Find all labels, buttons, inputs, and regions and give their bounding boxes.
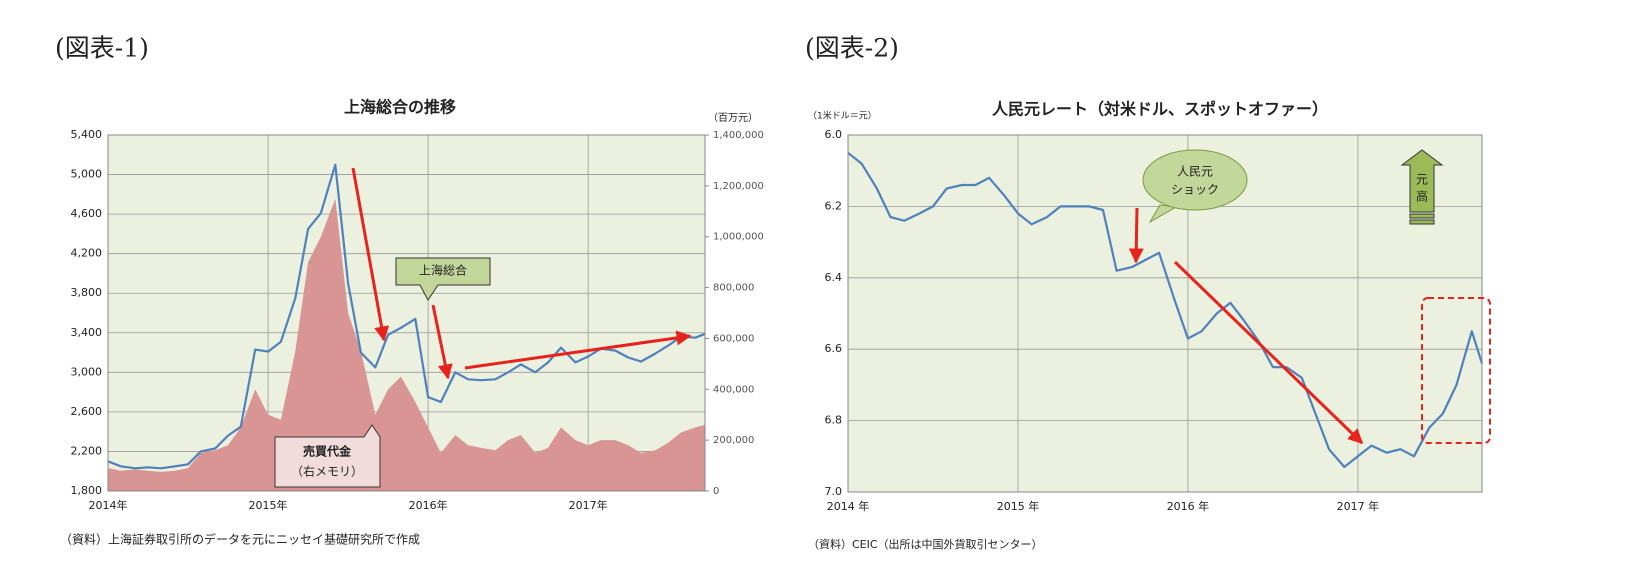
y-tick-label: 1,800 (71, 484, 103, 497)
figure-label: (図表-2) (805, 34, 899, 63)
callout-text: 高 (1416, 189, 1428, 204)
arrow (351, 167, 389, 342)
callout-text: （右メモリ） (291, 464, 363, 479)
y2-tick-label: 0 (713, 486, 719, 497)
y-tick-label: 2,200 (71, 444, 103, 457)
x-tick-label: 2014年 (89, 498, 128, 512)
annotations: 上海総合 売買代金 （右メモリ） 人民元 ショック 元 高 (274, 149, 1491, 488)
y-tick-label: 4,600 (71, 207, 103, 220)
highlight-box (1421, 297, 1491, 444)
area (108, 198, 705, 491)
callout-text: ショック (1171, 183, 1219, 197)
y2-tick-label: 1,400,000 (713, 130, 764, 141)
source-note: （資料）CEIC（出所は中国外貨取引センター） (808, 537, 1043, 551)
line (107, 163, 706, 470)
arrow-bar (1409, 213, 1435, 219)
callout-text: 人民元 (1177, 165, 1213, 179)
x-tick-label: 2015年 (249, 498, 288, 512)
y-axis-label: （1米ドル＝元） (808, 110, 877, 122)
y-tick-label: 5,400 (71, 128, 103, 141)
y-tick-label: 6.6 (825, 342, 843, 355)
y2-tick-label: 1,200,000 (713, 181, 764, 192)
y2-tick-label: 400,000 (713, 384, 754, 395)
y-tick-label: 6.2 (825, 199, 843, 212)
plot-border (107, 134, 706, 492)
y2-tick-label: 1,000,000 (713, 232, 764, 243)
x-tick-label: 2016 年 (1167, 499, 1210, 513)
y2-tick-label: 600,000 (713, 333, 754, 344)
plots: 1,800 2,200 2,600 3,000 3,400 3,800 4,200 4,600… (71, 128, 1484, 513)
x-tick-label: 2015 年 (997, 499, 1040, 513)
y-tick-label: 4,200 (71, 247, 103, 260)
x-tick-label: 2014 年 (827, 499, 870, 513)
y-tick-label: 3,400 (71, 326, 103, 339)
y-tick-label: 6.0 (825, 128, 843, 141)
x-tick-label: 2017年 (569, 498, 608, 512)
arrow (464, 330, 692, 370)
y-tick-label: 2,600 (71, 405, 103, 418)
arrow (1173, 260, 1364, 445)
up-arrow (1400, 149, 1444, 213)
y-tick-label: 3,800 (71, 286, 103, 299)
line (847, 151, 1484, 469)
arrow (431, 304, 453, 380)
y2-axis-label: （百万元） (708, 112, 758, 124)
y-tick-label: 3,000 (71, 365, 103, 378)
callout (1142, 149, 1248, 211)
plot-border (847, 134, 1483, 493)
chart-title: 人民元レート（対米ドル、スポットオファー） (992, 100, 1328, 119)
source-note: （資料）上海証券取引所のデータを元にニッセイ基礎研究所で作成 (60, 532, 420, 547)
y2-tick-label: 200,000 (713, 435, 754, 446)
y-tick-label: 6.8 (825, 414, 843, 427)
arrow-bar (1409, 219, 1435, 225)
x-tick-label: 2016年 (409, 498, 448, 512)
callout-text: 元 (1416, 173, 1428, 187)
figure-label: (図表-1) (55, 34, 149, 63)
y2-tick-label: 800,000 (713, 283, 754, 294)
chart-title: 上海総合の推移 (344, 98, 456, 117)
arrow (1128, 207, 1144, 264)
y-tick-label: 7.0 (825, 485, 843, 498)
callout (274, 424, 381, 488)
y-tick-label: 6.4 (825, 271, 843, 284)
callout-text: 上海総合 (419, 263, 467, 278)
y-tick-label: 5,000 (71, 168, 103, 181)
callout-text: 売買代金 (303, 444, 352, 459)
x-tick-label: 2017 年 (1337, 499, 1380, 513)
callout (395, 257, 491, 301)
